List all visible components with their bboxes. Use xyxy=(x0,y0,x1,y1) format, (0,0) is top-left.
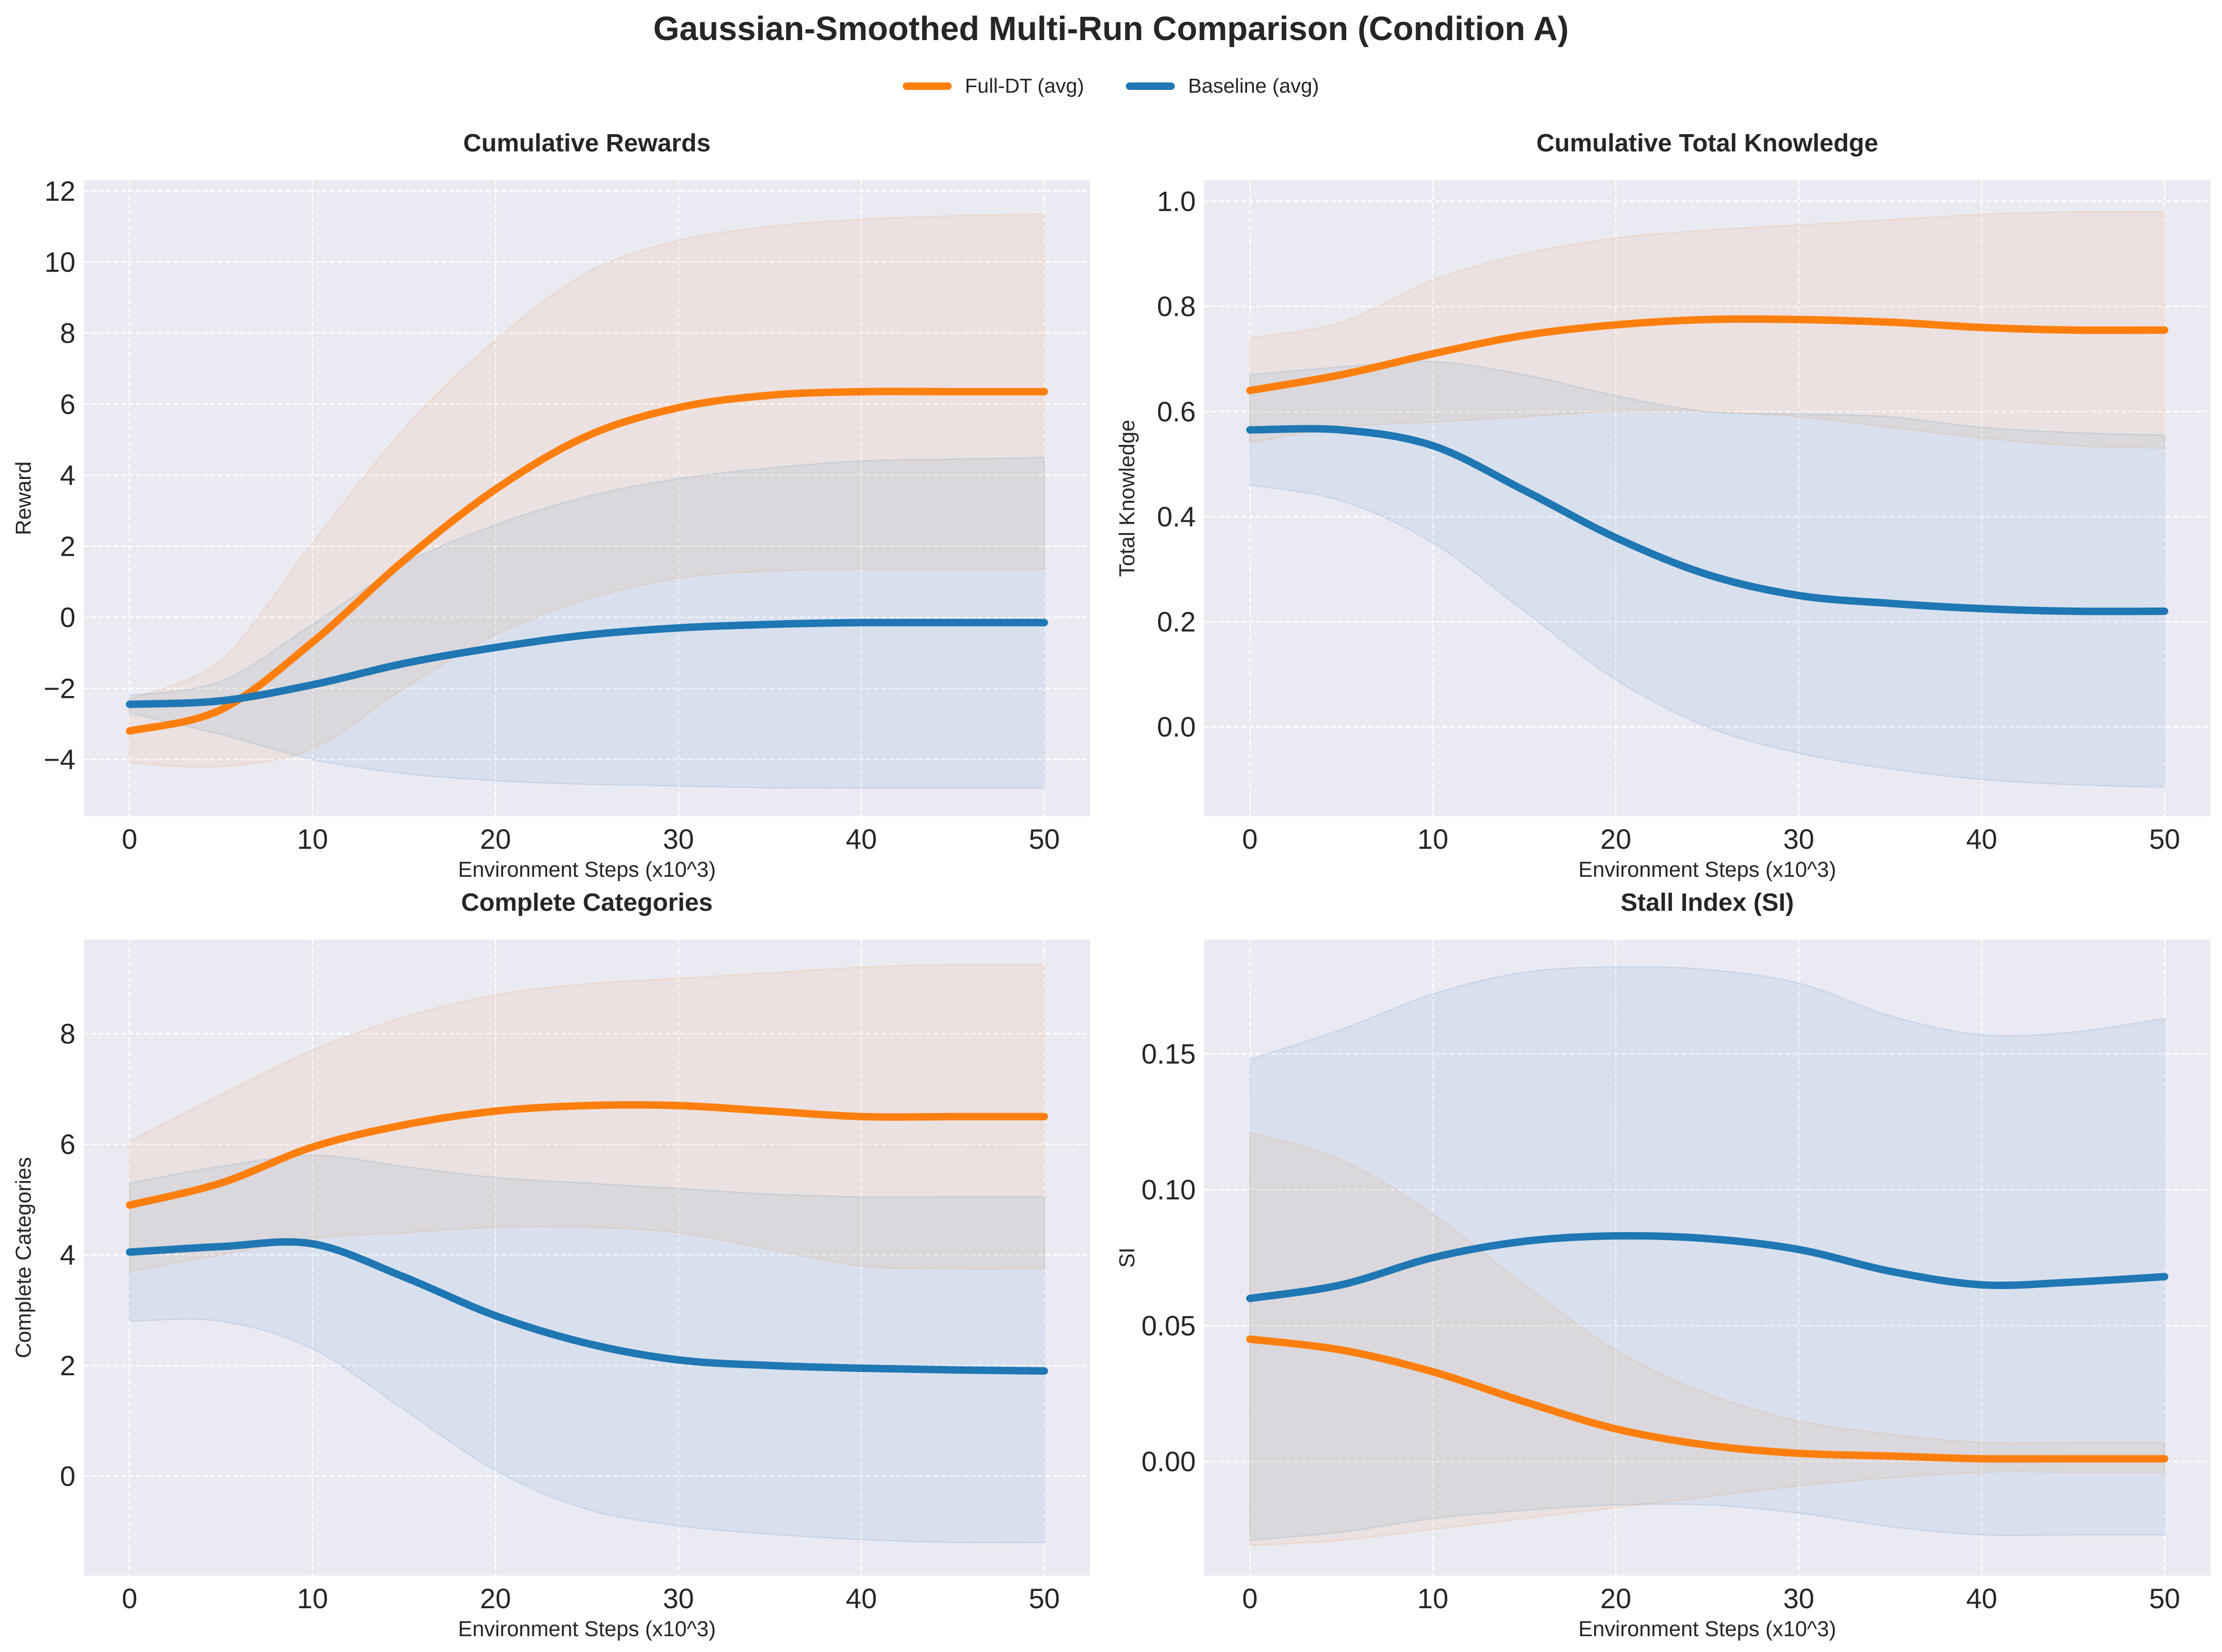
y-tick-label: 4 xyxy=(60,460,75,491)
y-tick-label: 2 xyxy=(60,1350,75,1381)
legend-label-baseline: Baseline (avg) xyxy=(1188,75,1319,97)
band-baseline-avg xyxy=(129,457,1045,789)
x-tick-label: 30 xyxy=(663,1583,694,1614)
plot-area-cumulative-rewards xyxy=(84,180,1090,816)
x-tick-label: 20 xyxy=(1600,1583,1631,1614)
x-tick-label: 50 xyxy=(2149,1583,2180,1614)
y-tick-label: 0.15 xyxy=(1141,1038,1196,1070)
figure-legend: Full-DT (avg) Baseline (avg) xyxy=(0,75,2222,98)
y-axis-label: SI xyxy=(1115,1248,1139,1268)
y-tick-label: 8 xyxy=(60,318,75,349)
y-tick-label: 0.10 xyxy=(1141,1174,1196,1206)
legend-swatch-full-dt xyxy=(903,82,952,90)
y-tick-label: 2 xyxy=(60,531,75,562)
y-tick-label: −2 xyxy=(44,673,75,704)
x-axis-label: Environment Steps (x10^3) xyxy=(1578,857,1836,881)
line-full-dt-avg xyxy=(1246,1335,2168,1463)
legend-item-baseline: Baseline (avg) xyxy=(1126,75,1319,98)
legend-label-full-dt: Full-DT (avg) xyxy=(965,75,1084,97)
x-tick-label: 30 xyxy=(663,824,694,855)
x-tick-label: 0 xyxy=(122,824,137,855)
panel-stall-index-si: 0 10 20 30 40 50 0.00 0.05 0.10 0.15 Stall Index (… xyxy=(1115,888,2210,1641)
x-tick-label: 50 xyxy=(2149,824,2180,855)
band-full-dt-avg xyxy=(129,213,1045,768)
y-axis-label: Reward xyxy=(11,461,35,535)
line-baseline-avg xyxy=(126,1238,1048,1375)
y-tick-label: 0.0 xyxy=(1157,711,1196,743)
line-full-dt-avg xyxy=(126,1101,1048,1209)
panel-title: Complete Categories xyxy=(461,888,713,916)
x-tick-label: 20 xyxy=(1600,824,1631,855)
panel-cumulative-total-knowledge: 0 10 20 30 40 50 0.0 0.2 0.4 0.6 0.8 1.0 Cumulative … xyxy=(1115,129,2210,881)
y-tick-label: −4 xyxy=(44,744,75,775)
band-full-dt-avg xyxy=(129,963,1045,1273)
y-tick-label: 4 xyxy=(60,1240,75,1271)
y-axis-label: Complete Categories xyxy=(11,1157,35,1358)
x-tick-label: 10 xyxy=(297,824,328,855)
y-tick-label: 0.2 xyxy=(1157,607,1196,638)
x-tick-label: 40 xyxy=(1966,824,1997,855)
y-tick-label: 0.00 xyxy=(1141,1446,1196,1477)
panel-complete-categories: 0 10 20 30 40 50 0 2 4 6 8 Complete Categories Envir… xyxy=(11,888,1090,1641)
y-tick-label: 0.05 xyxy=(1141,1310,1196,1341)
x-axis-label: Environment Steps (x10^3) xyxy=(458,857,716,881)
y-tick-label: 10 xyxy=(44,246,75,278)
y-tick-label: 0.8 xyxy=(1157,291,1196,322)
panel-cumulative-rewards: 0 10 20 30 40 50 −4 −2 0 2 4 6 8 10 12 Cumulative Rewar… xyxy=(11,129,1090,881)
y-tick-label: 12 xyxy=(44,176,75,207)
x-tick-label: 30 xyxy=(1783,824,1814,855)
panel-title: Cumulative Rewards xyxy=(463,129,710,157)
x-tick-label: 50 xyxy=(1029,824,1060,855)
x-tick-label: 0 xyxy=(1242,824,1257,855)
x-tick-label: 20 xyxy=(480,824,511,855)
x-tick-label: 0 xyxy=(1242,1583,1257,1614)
y-tick-label: 6 xyxy=(60,1129,75,1160)
y-tick-label: 6 xyxy=(60,389,75,420)
x-tick-label: 10 xyxy=(1418,1583,1449,1614)
line-full-dt-avg xyxy=(1246,315,2168,395)
y-tick-label: 8 xyxy=(60,1018,75,1050)
legend-item-full-dt: Full-DT (avg) xyxy=(903,75,1084,98)
x-axis-label: Environment Steps (x10^3) xyxy=(458,1617,716,1641)
line-baseline-avg xyxy=(126,619,1048,708)
x-tick-label: 30 xyxy=(1783,1583,1814,1614)
panel-title: Cumulative Total Knowledge xyxy=(1536,129,1878,157)
plot-area-complete-categories xyxy=(84,940,1090,1576)
x-tick-label: 40 xyxy=(1966,1583,1997,1614)
x-tick-label: 10 xyxy=(1418,824,1449,855)
band-full-dt-avg xyxy=(1249,211,2166,449)
x-tick-label: 10 xyxy=(297,1583,328,1614)
panel-title: Stall Index (SI) xyxy=(1621,888,1794,916)
x-tick-label: 20 xyxy=(480,1583,511,1614)
x-tick-label: 0 xyxy=(122,1583,137,1614)
band-full-dt-avg xyxy=(1249,1132,2166,1547)
plot-area-stall-index-si xyxy=(1204,940,2210,1576)
y-tick-label: 1.0 xyxy=(1157,186,1196,217)
line-baseline-avg xyxy=(1246,1232,2168,1302)
x-tick-label: 40 xyxy=(846,824,877,855)
y-tick-label: 0 xyxy=(60,602,75,633)
line-full-dt-avg xyxy=(126,388,1048,735)
x-tick-label: 50 xyxy=(1029,1583,1060,1614)
line-baseline-avg xyxy=(1246,425,2168,615)
plot-area-cumulative-total-knowledge xyxy=(1204,180,2210,816)
legend-swatch-baseline xyxy=(1126,82,1175,90)
figure-title: Gaussian-Smoothed Multi-Run Comparison (… xyxy=(653,10,1569,48)
x-axis-label: Environment Steps (x10^3) xyxy=(1578,1617,1836,1641)
y-tick-label: 0 xyxy=(60,1461,75,1492)
band-baseline-avg xyxy=(129,1154,1045,1543)
y-tick-label: 0.6 xyxy=(1157,396,1196,427)
band-baseline-avg xyxy=(1249,966,2166,1541)
y-axis-label: Total Knowledge xyxy=(1115,420,1139,577)
y-tick-label: 0.4 xyxy=(1157,501,1196,532)
x-tick-label: 40 xyxy=(846,1583,877,1614)
